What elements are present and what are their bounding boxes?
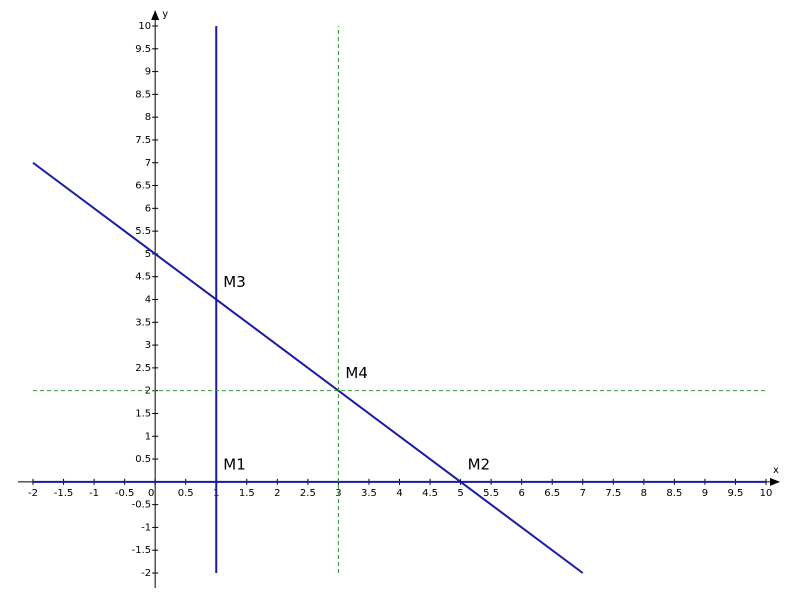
y-tick-label: 5	[145, 249, 151, 260]
x-tick-label: 10	[760, 488, 773, 499]
point-label: M1	[223, 455, 246, 473]
x-tick-label: -0.5	[115, 488, 135, 499]
x-tick-label: 9.5	[728, 488, 744, 499]
y-tick-label: 6	[145, 203, 151, 214]
x-tick-label: 4.5	[422, 488, 438, 499]
y-tick-label: 1.5	[135, 408, 151, 419]
x-tick-label: 8	[641, 488, 647, 499]
x-tick-label: -2	[28, 488, 38, 499]
y-tick-label: 3.5	[135, 317, 151, 328]
y-axis-label: y	[162, 9, 168, 20]
x-tick-label: 1.5	[239, 488, 255, 499]
x-tick-label: -1	[89, 488, 99, 499]
x-tick-label: 2.5	[300, 488, 316, 499]
x-tick-label: 5.5	[483, 488, 499, 499]
x-tick-label: 5	[457, 488, 463, 499]
x-axis-arrow	[770, 477, 780, 486]
y-tick-label: -1	[141, 522, 151, 533]
y-tick-label: 8	[145, 112, 151, 123]
point-label: M4	[345, 364, 368, 382]
y-tick-label: 6.5	[135, 181, 151, 192]
x-tick-label: 8.5	[666, 488, 682, 499]
y-tick-label: 10	[138, 21, 151, 32]
x-tick-label: 6	[518, 488, 524, 499]
y-tick-label: 5.5	[135, 226, 151, 237]
y-tick-label: -0.5	[132, 500, 152, 511]
y-tick-label: 1	[145, 431, 151, 442]
x-tick-label: 3.5	[361, 488, 377, 499]
y-tick-label: 2.5	[135, 363, 151, 374]
y-tick-label: 9	[145, 67, 151, 78]
y-tick-label: -2	[141, 568, 151, 579]
x-tick-label: 7	[580, 488, 586, 499]
y-tick-label: 0.5	[135, 454, 151, 465]
point-label: M3	[223, 273, 246, 291]
y-tick-label: 4.5	[135, 272, 151, 283]
y-axis-arrow	[151, 10, 160, 20]
y-tick-label: 7.5	[135, 135, 151, 146]
y-tick-label: -1.5	[132, 545, 152, 556]
x-tick-label: 2	[274, 488, 280, 499]
x-tick-label: 4	[396, 488, 402, 499]
line	[32, 161, 584, 574]
x-axis-label: x	[773, 465, 779, 476]
point-label: M2	[468, 455, 491, 473]
x-tick-label: -1.5	[54, 488, 74, 499]
x-tick-label: 0	[148, 488, 154, 499]
x-tick-label: 6.5	[544, 488, 560, 499]
y-tick-label: 9.5	[135, 44, 151, 55]
x-tick-label: 9	[702, 488, 708, 499]
y-tick-label: 8.5	[135, 89, 151, 100]
y-tick-label: 7	[145, 158, 151, 169]
y-tick-label: 3	[145, 340, 151, 351]
x-tick-label: 7.5	[605, 488, 621, 499]
x-tick-label: 0.5	[178, 488, 194, 499]
y-tick-label: 4	[145, 295, 151, 306]
